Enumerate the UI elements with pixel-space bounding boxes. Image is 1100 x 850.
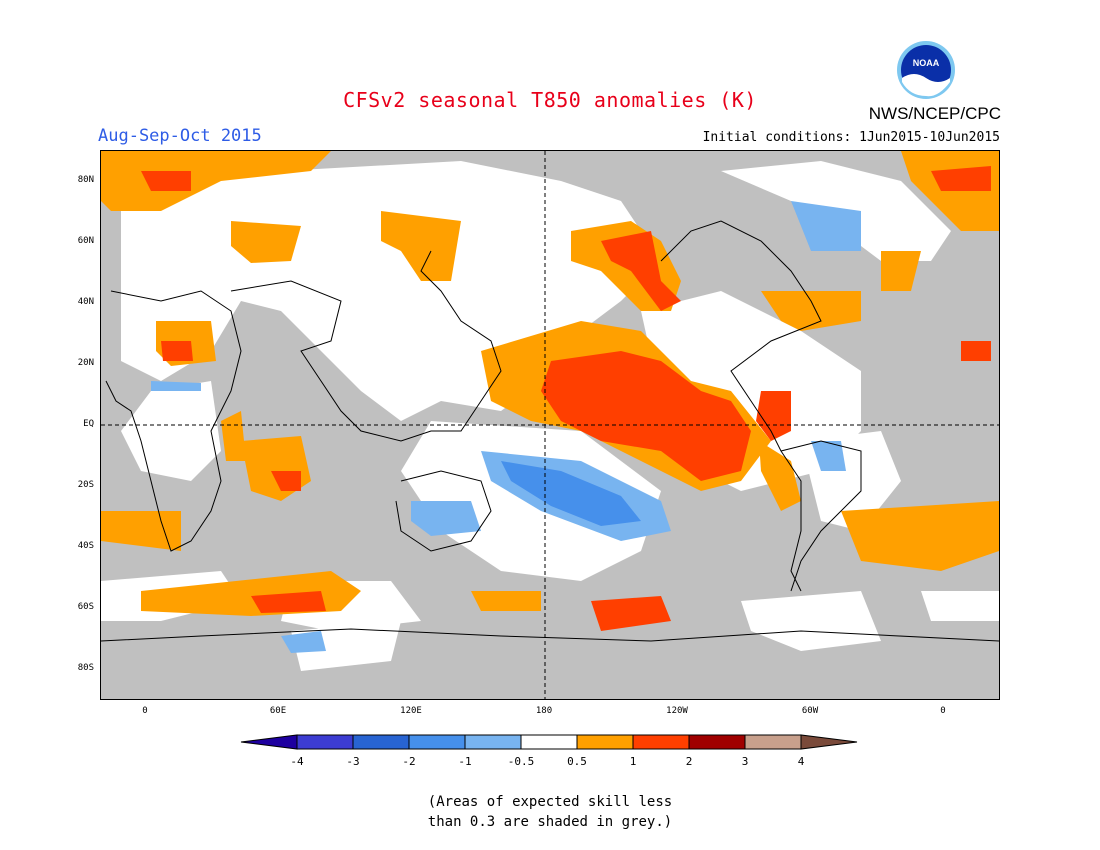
anomaly-map — [101, 151, 999, 699]
coastlines — [101, 220, 999, 642]
logo-text: NOAA — [913, 58, 940, 68]
noaa-logo-icon: NOAA — [897, 41, 955, 99]
skill-note-line1: (Areas of expected skill less — [427, 794, 673, 810]
colorbar-bin — [688, 734, 746, 750]
lon-label-60e: 60E — [269, 706, 287, 716]
colorbar-bin — [464, 734, 522, 750]
skill-note: (Areas of expected skill less than 0.3 a… — [0, 792, 1100, 832]
lon-label-120w: 120W — [666, 706, 688, 716]
colorbar-label-1: 1 — [629, 755, 637, 768]
cool-regions-m2-m1 — [501, 461, 641, 526]
colorbar-bin — [520, 734, 578, 750]
colorbar-label-3: 3 — [741, 755, 749, 768]
colorbar-label-m3: -3 — [346, 755, 360, 768]
colorbar-bin — [576, 734, 634, 750]
lon-label-0-west: 0 — [142, 706, 148, 716]
colorbar-arrow-low — [240, 734, 298, 750]
colorbar-label-m0p5: -0.5 — [507, 755, 535, 768]
lon-label-0-east: 0 — [940, 706, 946, 716]
agency-label: NWS/NCEP/CPC — [868, 104, 1001, 123]
lat-label-80s: 80S — [77, 663, 94, 673]
lat-label-40s: 40S — [77, 541, 94, 551]
lon-label-120e: 120E — [400, 706, 422, 716]
colorbar-label-0p5: 0.5 — [567, 755, 587, 768]
colorbar-arrow-high — [800, 734, 858, 750]
colorbar-bin — [632, 734, 690, 750]
colorbar-label-m2: -2 — [402, 755, 416, 768]
lat-label-60s: 60S — [77, 602, 94, 612]
colorbar-label-4: 4 — [797, 755, 805, 768]
map-panel — [100, 150, 1000, 700]
lat-label-20n: 20N — [77, 358, 94, 368]
lat-label-eq: EQ — [83, 419, 94, 429]
colorbar — [240, 734, 858, 750]
colorbar-bin — [296, 734, 354, 750]
lat-label-40n: 40N — [77, 297, 94, 307]
colorbar-label-m4: -4 — [290, 755, 304, 768]
colorbar-bin — [352, 734, 410, 750]
colorbar-label-m1: -1 — [458, 755, 472, 768]
lon-label-180: 180 — [535, 706, 553, 716]
lat-label-80n: 80N — [77, 175, 94, 185]
colorbar-label-2: 2 — [685, 755, 693, 768]
lon-label-60w: 60W — [801, 706, 819, 716]
season-label: Aug-Sep-Oct 2015 — [98, 126, 262, 146]
warm-regions-1-2 — [141, 166, 991, 631]
colorbar-bin — [408, 734, 466, 750]
lat-label-20s: 20S — [77, 480, 94, 490]
colorbar-bin — [744, 734, 802, 750]
lat-label-60n: 60N — [77, 236, 94, 246]
skill-note-line2: than 0.3 are shaded in grey.) — [427, 814, 673, 830]
initial-conditions-label: Initial conditions: 1Jun2015-10Jun2015 — [702, 130, 1000, 145]
map-title: CFSv2 seasonal T850 anomalies (K) — [343, 88, 757, 112]
